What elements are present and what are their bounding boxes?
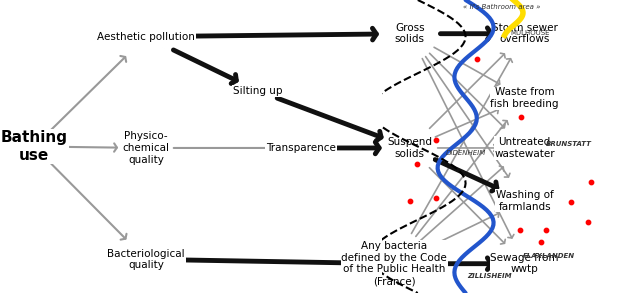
Text: MULHOUSE: MULHOUSE xyxy=(510,30,550,36)
Point xyxy=(566,199,576,204)
Point xyxy=(516,115,526,119)
Point xyxy=(431,138,441,142)
Text: Washing of
farmlands: Washing of farmlands xyxy=(496,190,553,212)
Point xyxy=(473,57,483,61)
Text: Aesthetic pollution: Aesthetic pollution xyxy=(97,32,195,42)
Text: BRUNSTATT: BRUNSTATT xyxy=(545,142,591,147)
Text: DIDENHEIM: DIDENHEIM xyxy=(445,150,486,156)
Text: Sewage from
wwtp: Sewage from wwtp xyxy=(491,253,559,275)
Text: Gross
solids: Gross solids xyxy=(395,23,425,45)
Point xyxy=(541,228,551,233)
Text: Bathing
use: Bathing use xyxy=(1,130,68,163)
Point xyxy=(582,220,592,225)
Text: Waste from
fish breeding: Waste from fish breeding xyxy=(491,87,559,109)
Text: Untreated
wastewater: Untreated wastewater xyxy=(494,137,555,159)
Text: Any bacteria
defined by the Code
of the Public Health
(France): Any bacteria defined by the Code of the … xyxy=(342,241,447,286)
Text: Silting up: Silting up xyxy=(233,86,283,96)
Point xyxy=(405,199,415,204)
Text: FLAXLANDEN: FLAXLANDEN xyxy=(524,253,575,259)
Text: Transparence: Transparence xyxy=(266,143,336,153)
Text: Suspend
solids: Suspend solids xyxy=(388,137,432,159)
Point xyxy=(537,239,546,244)
Text: Bacteriological
quality: Bacteriological quality xyxy=(107,248,185,270)
Point xyxy=(515,228,525,232)
Text: Physico-
chemical
quality: Physico- chemical quality xyxy=(122,131,170,165)
Text: « Il's Bathroom area »: « Il's Bathroom area » xyxy=(463,4,540,10)
Text: ZILLISHEIM: ZILLISHEIM xyxy=(467,273,512,279)
Point xyxy=(586,179,596,184)
Point xyxy=(412,162,422,167)
Text: Storm sewer
overflows: Storm sewer overflows xyxy=(492,23,558,45)
Point xyxy=(431,196,441,200)
